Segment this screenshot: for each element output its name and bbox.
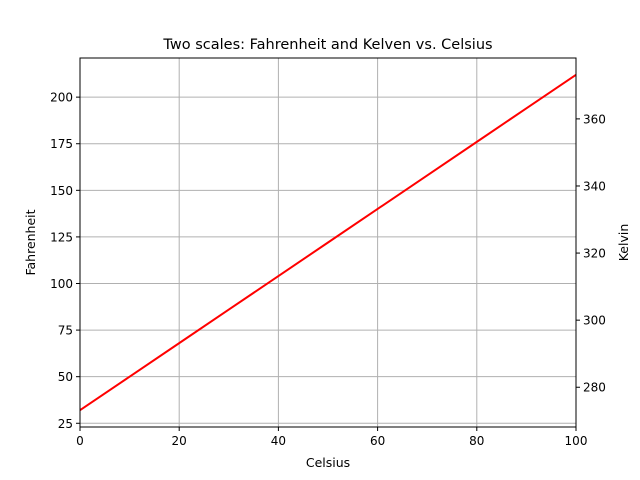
y-tick-label: 200 bbox=[50, 91, 73, 105]
tick-layer: 0 20 40 60 80 100 25 50 75 100 125 150 175 200 280 300 3… bbox=[50, 91, 606, 448]
x-tick-label: 40 bbox=[271, 434, 286, 448]
y-axis-label: Fahrenheit bbox=[23, 209, 38, 275]
y2-tick-label: 280 bbox=[583, 381, 606, 395]
x-tick-label: 80 bbox=[469, 434, 484, 448]
y-tick-label: 25 bbox=[58, 417, 73, 431]
y-tick-label: 50 bbox=[58, 370, 73, 384]
y-tick-label: 125 bbox=[50, 230, 73, 244]
x-tick-label: 20 bbox=[172, 434, 187, 448]
y-tick-label: 100 bbox=[50, 277, 73, 291]
y-tick-label: 150 bbox=[50, 184, 73, 198]
x-tick-label: 0 bbox=[76, 434, 84, 448]
series-layer bbox=[79, 73, 577, 412]
x-axis-label: Celsius bbox=[306, 455, 350, 470]
y2-tick-label: 340 bbox=[583, 179, 606, 193]
series-line bbox=[79, 73, 577, 412]
x-tick-label: 100 bbox=[565, 434, 588, 448]
y-tick-label: 75 bbox=[58, 324, 73, 338]
x-tick-label: 60 bbox=[370, 434, 385, 448]
y2-axis-label: Kelvin bbox=[616, 224, 631, 262]
chart-title: Two scales: Fahrenheit and Kelven vs. Ce… bbox=[162, 37, 492, 53]
plot-frame bbox=[79, 57, 577, 428]
y2-tick-label: 300 bbox=[583, 314, 606, 328]
y-tick-label: 175 bbox=[50, 137, 73, 151]
y2-tick-label: 360 bbox=[583, 112, 606, 126]
y2-tick-label: 320 bbox=[583, 247, 606, 261]
